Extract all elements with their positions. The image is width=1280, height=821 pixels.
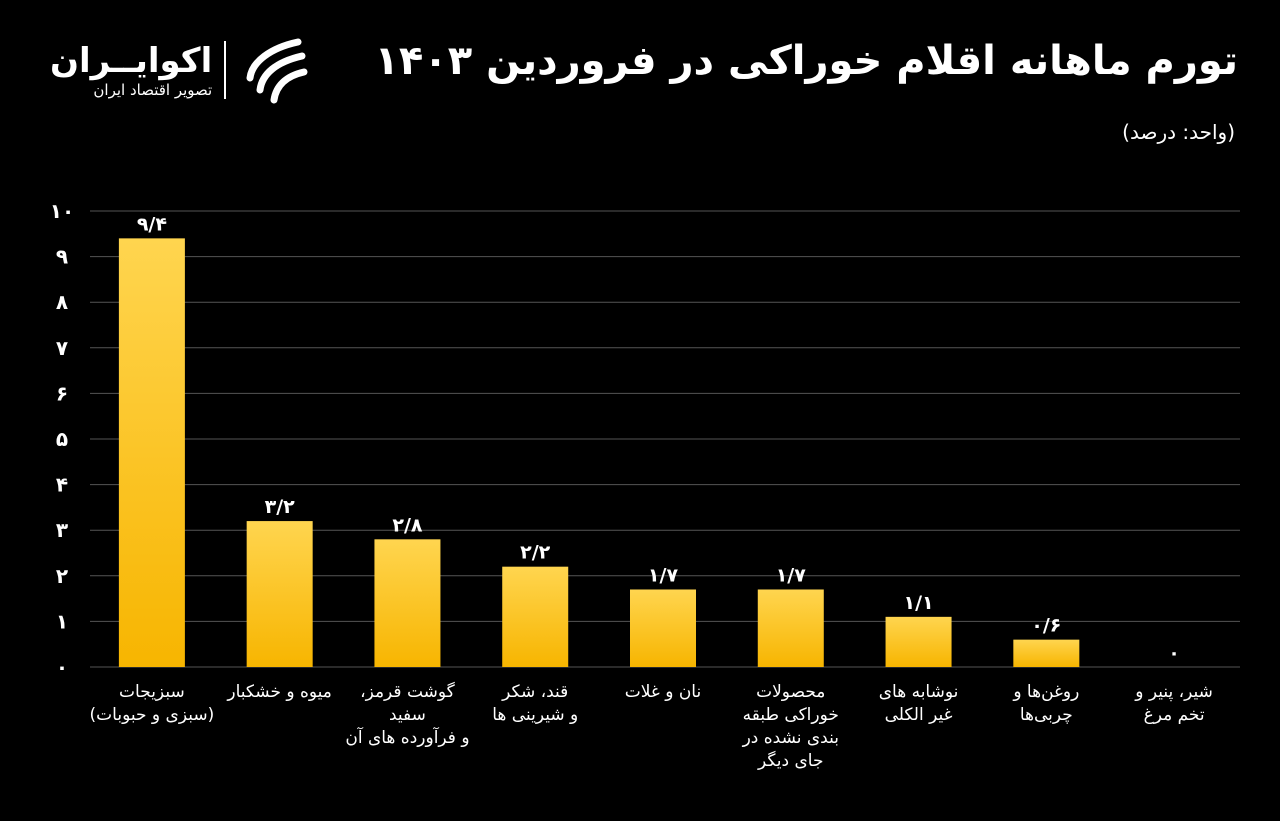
category-label: شیر، پنیر و (1134, 682, 1213, 702)
data-label: ۱/۱ (903, 592, 933, 614)
y-tick-label: ۷ (56, 336, 68, 360)
y-tick-label: ۶ (56, 381, 68, 405)
data-label: ۲/۲ (520, 542, 551, 564)
data-label: ۱/۷ (776, 564, 807, 586)
logo-text: اکوایــران تصویر اقتصاد ایران (50, 41, 227, 99)
data-label: ۰ (1168, 642, 1180, 664)
category-label: و شیرینی ها (492, 705, 578, 725)
bar (374, 539, 441, 667)
category-label: چربی‌ها (1020, 705, 1073, 725)
category-label: روغن‌ها و (1012, 682, 1079, 702)
category-label: قند، شکر (501, 682, 568, 702)
y-tick-label: ۲ (56, 564, 68, 588)
category-label: تخم مرغ (1144, 705, 1205, 725)
category-label: محصولات (756, 682, 825, 702)
category-label: خوراکی طبقه (743, 705, 839, 725)
y-tick-label: ۱ (56, 609, 68, 633)
data-label: ۹/۴ (137, 213, 167, 235)
category-label: و فرآورده های آن (345, 726, 469, 748)
y-tick-label: ۹ (56, 245, 68, 269)
category-label: (سبزی و حبوبات) (90, 705, 215, 725)
category-label: بندی نشده در (742, 728, 839, 748)
y-tick-label: ۸ (56, 290, 68, 314)
unit-label: (واحد: درصد) (1122, 120, 1235, 144)
category-label: نان و غلات (625, 682, 701, 702)
bar (1013, 639, 1080, 667)
logo-name: اکوایــران (50, 41, 213, 81)
category-label: سبزیجات (119, 682, 185, 702)
y-tick-label: ۴ (56, 473, 68, 497)
logo: اکوایــران تصویر اقتصاد ایران (50, 34, 312, 106)
logo-subtitle: تصویر اقتصاد ایران (93, 81, 213, 99)
category-label: سفید (389, 705, 426, 725)
y-tick-label: ۰ (56, 655, 68, 679)
category-label: غیر الکلی (885, 705, 953, 725)
bar (885, 616, 952, 667)
y-tick-label: ۱۰ (50, 199, 74, 223)
bar (757, 589, 824, 667)
category-label: میوه و خشکبار (226, 682, 332, 702)
bar (246, 521, 313, 667)
y-tick-label: ۳ (56, 518, 68, 542)
data-label: ۱/۷ (648, 564, 679, 586)
category-label: گوشت قرمز، (360, 681, 456, 702)
data-label: ۳/۲ (265, 496, 296, 518)
data-label: ۰/۶ (1031, 615, 1061, 637)
bar (630, 589, 696, 667)
category-label: جای دیگر (757, 750, 823, 771)
bar (118, 238, 185, 668)
data-label: ۲/۸ (392, 514, 423, 536)
ecoiran-swoosh-icon (246, 38, 308, 104)
category-label: نوشابه های (879, 682, 959, 702)
y-tick-label: ۵ (56, 427, 68, 451)
bar (502, 566, 569, 667)
chart-title: تورم ماهانه اقلام خوراکی در فروردین ۱۴۰۳ (374, 38, 1239, 84)
